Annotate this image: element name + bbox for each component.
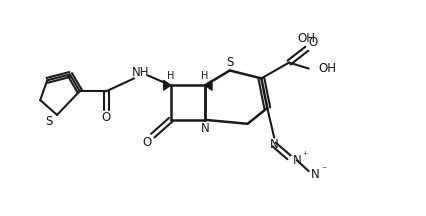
- Text: H: H: [201, 71, 209, 81]
- Text: O: O: [102, 111, 111, 124]
- Text: ⁺: ⁺: [302, 151, 308, 161]
- Text: N: N: [293, 154, 301, 167]
- Text: NH: NH: [132, 66, 150, 79]
- Text: OH: OH: [298, 32, 316, 45]
- Text: OH: OH: [319, 62, 337, 75]
- Text: O: O: [308, 36, 317, 49]
- Text: N: N: [270, 138, 279, 151]
- Polygon shape: [164, 80, 170, 90]
- Text: O: O: [142, 136, 152, 149]
- Text: ⁻: ⁻: [321, 165, 326, 175]
- Text: N: N: [201, 122, 210, 135]
- Polygon shape: [205, 80, 212, 90]
- Text: N: N: [311, 168, 320, 181]
- Text: S: S: [226, 56, 233, 69]
- Text: H: H: [167, 71, 174, 81]
- Text: S: S: [46, 115, 53, 128]
